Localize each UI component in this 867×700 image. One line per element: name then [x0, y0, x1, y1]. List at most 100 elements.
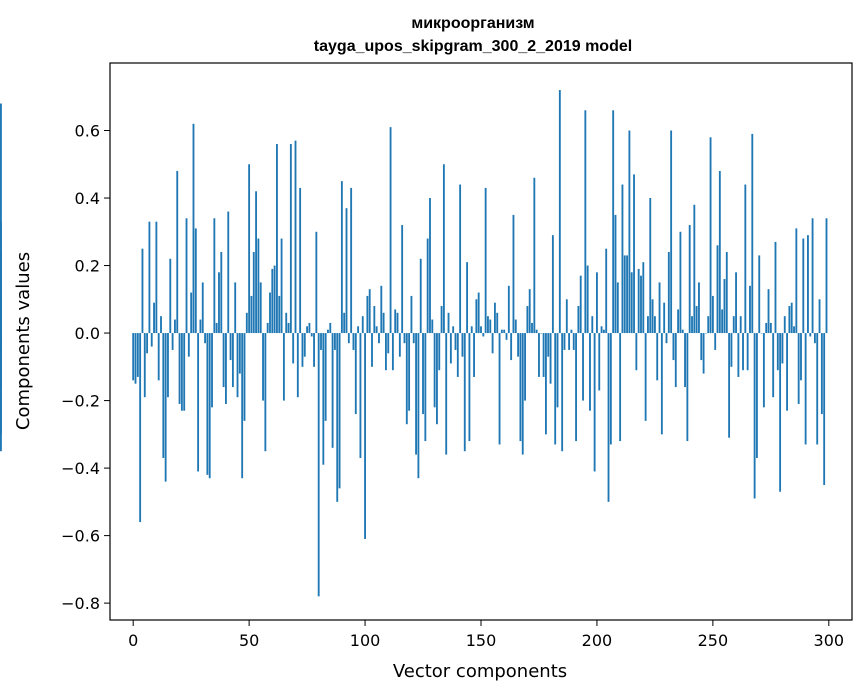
- bar-48: [244, 333, 246, 421]
- bar-273: [765, 323, 767, 333]
- bar-285: [793, 326, 795, 333]
- bar-156: [494, 303, 496, 333]
- bar-172: [531, 323, 533, 333]
- bar-67: [288, 323, 290, 333]
- bar-281: [784, 316, 786, 333]
- bar-113: [394, 309, 396, 333]
- bar-280: [782, 333, 784, 363]
- bar-125: [422, 333, 424, 414]
- bar-13: [162, 333, 164, 458]
- bar-128: [429, 198, 431, 333]
- bar-72: [299, 188, 301, 333]
- bar-186: [564, 333, 566, 350]
- y-tick-label: 0.0: [75, 324, 100, 343]
- bar-12: [160, 316, 162, 333]
- bar-214: [628, 131, 630, 334]
- bar-200: [596, 272, 598, 333]
- bar-106: [378, 333, 380, 343]
- bar-289: [802, 239, 804, 334]
- bar-135: [445, 333, 447, 455]
- bar-279: [779, 333, 781, 492]
- bar-undefined: [0, 333, 2, 387]
- bar-24: [188, 333, 190, 357]
- bar-297: [821, 333, 823, 414]
- bar-1: [135, 333, 137, 384]
- bar-261: [737, 333, 739, 377]
- bar-4: [142, 249, 144, 333]
- bar-96: [355, 333, 357, 414]
- bar-190: [573, 333, 575, 350]
- bar-20: [179, 333, 181, 404]
- bar-68: [290, 144, 292, 333]
- bar-228: [661, 333, 663, 434]
- bar-19: [176, 171, 178, 333]
- bar-16: [169, 259, 171, 333]
- bar-9: [153, 303, 155, 333]
- bar-293: [812, 218, 814, 333]
- bar-181: [552, 235, 554, 333]
- bar-42: [230, 333, 232, 360]
- bar-259: [733, 316, 735, 333]
- bar-241: [691, 316, 693, 333]
- bar-255: [724, 279, 726, 333]
- bar-230: [666, 333, 668, 343]
- bar-56: [262, 333, 264, 401]
- bar-160: [503, 330, 505, 333]
- bar-127: [427, 239, 429, 334]
- bar-145: [468, 333, 470, 441]
- bar-122: [415, 333, 417, 455]
- bar-277: [775, 242, 777, 333]
- bar-275: [770, 323, 772, 333]
- bar-236: [679, 232, 681, 333]
- bar-34: [211, 333, 213, 407]
- bar-41: [227, 212, 229, 334]
- bar-50: [248, 164, 250, 333]
- bar-243: [696, 306, 698, 333]
- bar-222: [647, 316, 649, 333]
- bar-227: [659, 282, 661, 333]
- y-tick-label: 0.6: [75, 122, 100, 141]
- bar-64: [281, 239, 283, 334]
- bar-195: [584, 110, 586, 333]
- bar-141: [459, 185, 461, 334]
- bar-283: [788, 306, 790, 333]
- bar-119: [408, 333, 410, 411]
- bar-154: [489, 320, 491, 334]
- bar-267: [751, 134, 753, 333]
- y-axis-label: Components values: [13, 252, 34, 430]
- bar-209: [617, 282, 619, 333]
- bar-123: [417, 333, 419, 478]
- bar-65: [283, 333, 285, 401]
- bar-66: [285, 313, 287, 333]
- bar-298: [823, 333, 825, 485]
- bar-157: [496, 313, 498, 333]
- bar-74: [304, 333, 306, 357]
- bar-81: [320, 333, 322, 350]
- bar-253: [719, 171, 721, 333]
- bar-179: [547, 333, 549, 357]
- bar-138: [452, 326, 454, 333]
- bar-278: [777, 333, 779, 370]
- bar-223: [649, 198, 651, 333]
- bar-197: [589, 333, 591, 411]
- bar-153: [487, 316, 489, 333]
- bar-132: [438, 333, 440, 370]
- bar-210: [619, 333, 621, 441]
- x-tick-label: 0: [128, 631, 138, 650]
- bar-15: [167, 333, 169, 397]
- bar-40: [225, 333, 227, 404]
- bar-80: [318, 333, 320, 596]
- bar-102: [369, 289, 371, 333]
- bar-256: [726, 252, 728, 333]
- bar-187: [566, 299, 568, 333]
- bar-2: [137, 333, 139, 377]
- x-tick-label: 50: [239, 631, 259, 650]
- bar-229: [663, 303, 665, 333]
- bar-144: [466, 262, 468, 333]
- x-tick-label: 250: [698, 631, 729, 650]
- bar-216: [633, 174, 635, 333]
- bar-191: [575, 333, 577, 441]
- bar-194: [582, 333, 584, 401]
- bar-184: [559, 90, 561, 333]
- bar-219: [640, 276, 642, 333]
